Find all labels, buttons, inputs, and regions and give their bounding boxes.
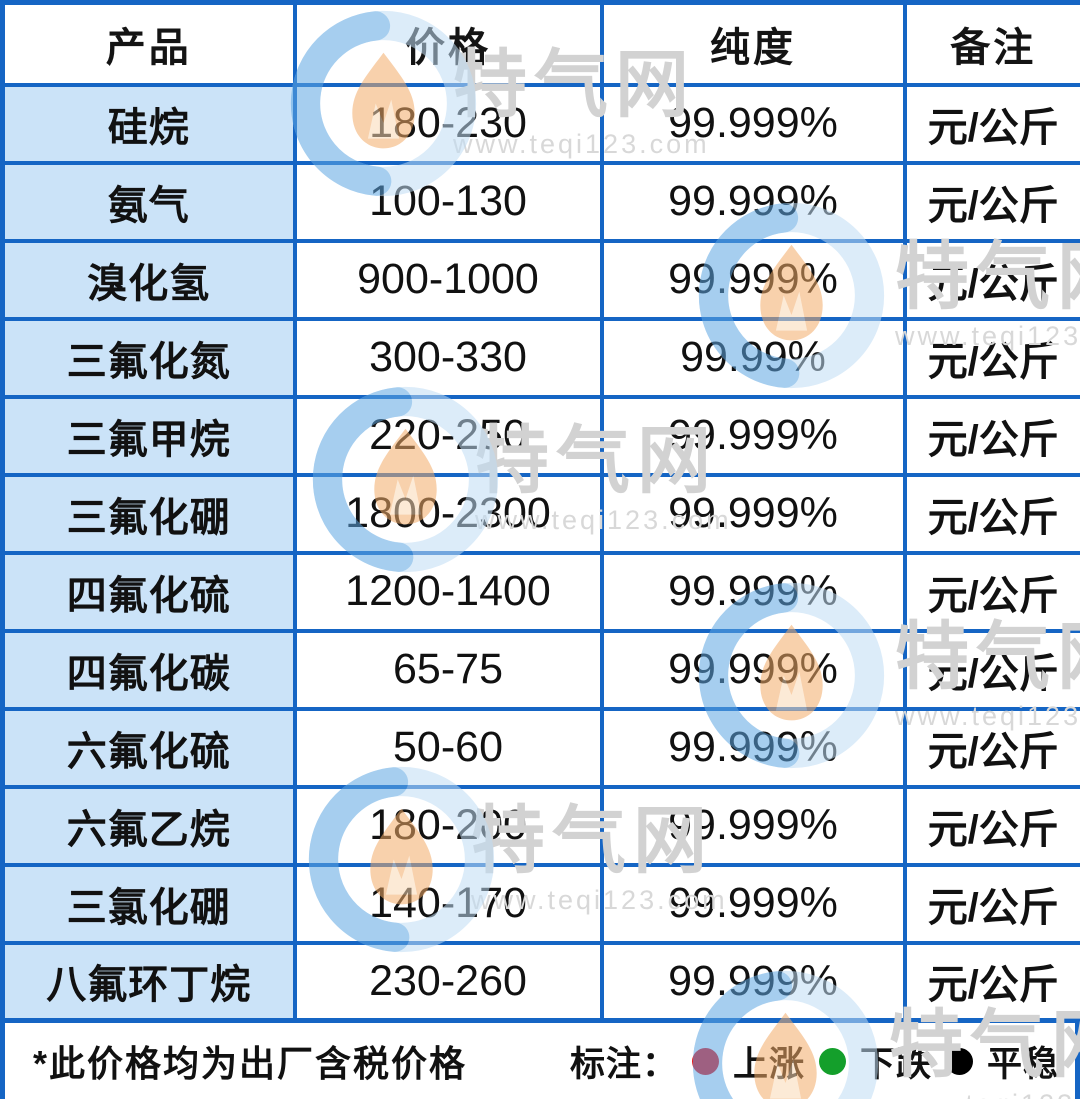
legend-label-rise: 上涨 — [732, 1044, 805, 1084]
unit-cell: 元/公斤 — [902, 82, 1080, 165]
table-row: 三氟化氮 300-330 99.99% 元/公斤 — [0, 316, 1080, 399]
footer-bar: *此价格均为出厂含税价格 标注： 上涨 下跌 平稳 — [0, 1023, 1080, 1099]
table-row: 六氟乙烷 180-200 99.999% 元/公斤 — [0, 784, 1080, 867]
legend-label-fall: 下跌 — [859, 1044, 932, 1084]
price-cell: 180-230 — [292, 82, 604, 165]
product-cell: 三氟化氮 — [0, 316, 297, 399]
unit-cell: 元/公斤 — [902, 706, 1080, 789]
product-cell: 溴化氢 — [0, 238, 297, 321]
product-cell: 三氟甲烷 — [0, 394, 297, 477]
legend-title: 标注： — [569, 1044, 678, 1084]
price-cell: 65-75 — [292, 628, 604, 711]
purity-cell: 99.999% — [599, 862, 907, 945]
unit-cell: 元/公斤 — [902, 550, 1080, 633]
unit-cell: 元/公斤 — [902, 472, 1080, 555]
product-cell: 六氟乙烷 — [0, 784, 297, 867]
product-cell: 四氟化硫 — [0, 550, 297, 633]
table-row: 氨气 100-130 99.999% 元/公斤 — [0, 160, 1080, 243]
rise-dot-icon — [691, 1047, 719, 1075]
price-cell: 230-260 — [292, 940, 604, 1023]
purity-cell: 99.999% — [599, 394, 907, 477]
product-cell: 硅烷 — [0, 82, 297, 165]
table-row: 三氯化硼 140-170 99.999% 元/公斤 — [0, 862, 1080, 945]
header-cell-unit: 备注 — [902, 0, 1080, 87]
table-row: 三氟甲烷 220-250 99.999% 元/公斤 — [0, 394, 1080, 477]
unit-cell: 元/公斤 — [902, 862, 1080, 945]
product-cell: 氨气 — [0, 160, 297, 243]
table-row: 四氟化碳 65-75 99.999% 元/公斤 — [0, 628, 1080, 711]
price-cell: 50-60 — [292, 706, 604, 789]
legend-label-steady: 平稳 — [986, 1044, 1059, 1084]
table-row: 六氟化硫 50-60 99.999% 元/公斤 — [0, 706, 1080, 789]
price-cell: 900-1000 — [292, 238, 604, 321]
header-cell-purity: 纯度 — [599, 0, 907, 87]
header-row: 产品 价格 纯度 备注 — [0, 0, 1080, 87]
purity-cell: 99.999% — [599, 238, 907, 321]
table-row: 溴化氢 900-1000 99.999% 元/公斤 — [0, 238, 1080, 321]
product-cell: 八氟环丁烷 — [0, 940, 297, 1023]
price-cell: 1800-2300 — [292, 472, 604, 555]
purity-cell: 99.999% — [599, 940, 907, 1023]
unit-cell: 元/公斤 — [902, 784, 1080, 867]
price-cell: 180-200 — [292, 784, 604, 867]
product-cell: 六氟化硫 — [0, 706, 297, 789]
price-cell: 140-170 — [292, 862, 604, 945]
purity-cell: 99.999% — [599, 472, 907, 555]
price-cell: 300-330 — [292, 316, 604, 399]
purity-cell: 99.999% — [599, 706, 907, 789]
price-cell: 1200-1400 — [292, 550, 604, 633]
unit-cell: 元/公斤 — [902, 628, 1080, 711]
purity-cell: 99.999% — [599, 160, 907, 243]
header-cell-product: 产品 — [0, 0, 297, 87]
table-row: 三氟化硼 1800-2300 99.999% 元/公斤 — [0, 472, 1080, 555]
fall-dot-icon — [818, 1047, 846, 1075]
purity-cell: 99.999% — [599, 628, 907, 711]
unit-cell: 元/公斤 — [902, 394, 1080, 477]
product-cell: 三氟化硼 — [0, 472, 297, 555]
purity-cell: 99.999% — [599, 82, 907, 165]
purity-cell: 99.999% — [599, 550, 907, 633]
legend: 标注： 上涨 下跌 平稳 — [570, 1036, 1059, 1087]
unit-cell: 元/公斤 — [902, 238, 1080, 321]
product-cell: 四氟化碳 — [0, 628, 297, 711]
steady-dot-icon — [945, 1047, 973, 1075]
table-row: 硅烷 180-230 99.999% 元/公斤 — [0, 82, 1080, 165]
table-row: 四氟化硫 1200-1400 99.999% 元/公斤 — [0, 550, 1080, 633]
price-cell: 220-250 — [292, 394, 604, 477]
purity-cell: 99.99% — [599, 316, 907, 399]
unit-cell: 元/公斤 — [902, 160, 1080, 243]
header-cell-price: 价格 — [292, 0, 604, 87]
unit-cell: 元/公斤 — [902, 940, 1080, 1023]
price-disclaimer: *此价格均为出厂含税价格 — [33, 1043, 468, 1084]
price-cell: 100-130 — [292, 160, 604, 243]
purity-cell: 99.999% — [599, 784, 907, 867]
unit-cell: 元/公斤 — [902, 316, 1080, 399]
gas-price-table: 产品 价格 纯度 备注 硅烷 180-230 99.999% 元/公斤 氨气 1… — [0, 0, 1080, 1023]
product-cell: 三氯化硼 — [0, 862, 297, 945]
table-row: 八氟环丁烷 230-260 99.999% 元/公斤 — [0, 940, 1080, 1023]
